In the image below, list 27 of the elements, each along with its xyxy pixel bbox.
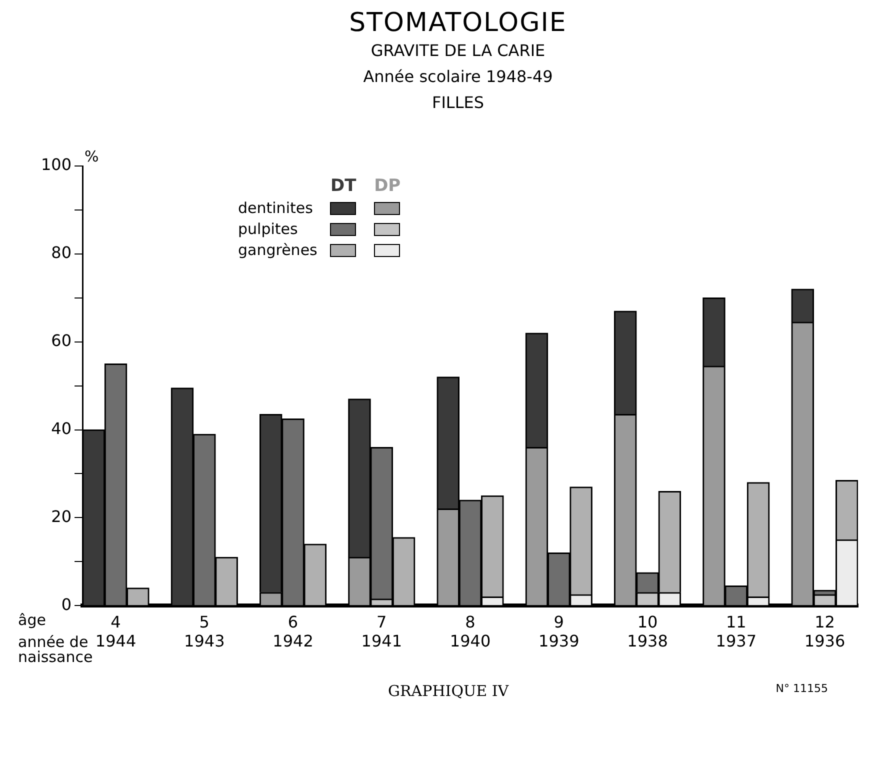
y-tick-label: 100	[40, 155, 72, 174]
annotation: pulpites	[238, 220, 299, 238]
x-tick-label: 6 1942	[272, 612, 314, 651]
x-tick-label: 8 1940	[450, 612, 491, 651]
y-tick-label: 40	[51, 418, 72, 438]
text: N° 11155	[776, 682, 828, 697]
text: âge	[18, 610, 46, 629]
x-tick-label: 5 1943	[184, 612, 225, 651]
text: DT	[330, 176, 358, 196]
y-axis-title: %	[84, 147, 99, 166]
x-tick-label: 12 1936	[804, 612, 846, 651]
annotation: dentinites	[238, 199, 314, 217]
y-tick-label: 60	[51, 330, 72, 350]
y-tick-label: 0	[61, 594, 72, 614]
x-tick-label: 7 1941	[361, 612, 402, 651]
chart-subtitle: GRAVITE DE LA CARIE Année scolaire 1948-49 FILLES	[362, 40, 554, 114]
x-tick-label: 10 1938	[627, 612, 668, 651]
text: GRAPHIQUE IV	[388, 682, 509, 700]
chart-title: STOMATOLOGIE	[348, 8, 568, 38]
annotation: gangrènes	[238, 241, 318, 259]
text: année de naissance	[18, 632, 93, 666]
y-tick-label: 20	[51, 506, 72, 526]
x-tick-label: 4 1944	[95, 612, 136, 651]
y-tick-label: 80	[51, 243, 72, 262]
x-tick-label: 9 1939	[538, 612, 580, 651]
x-tick-label: 11 1937	[716, 612, 756, 651]
text: DP	[373, 176, 402, 196]
